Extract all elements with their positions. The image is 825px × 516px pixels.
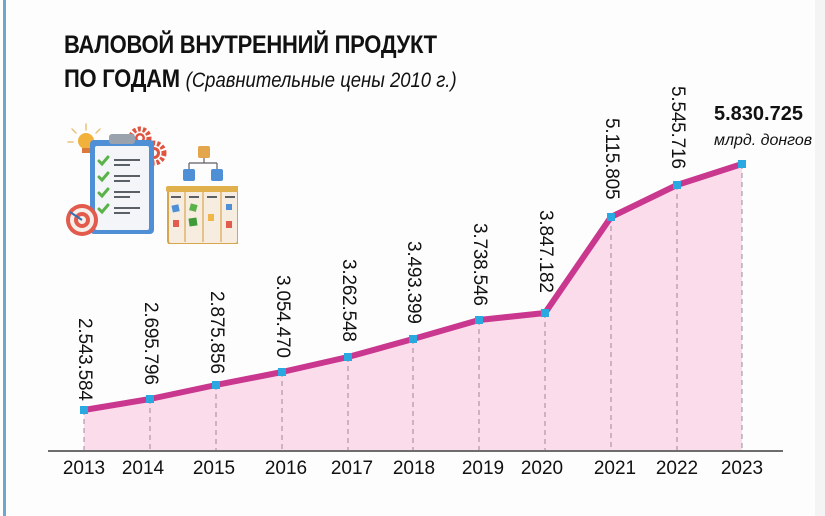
data-label-2018: 3.493.399 — [403, 241, 424, 324]
x-tick-2023: 2023 — [720, 458, 764, 479]
title-line-2: ПО ГОДАМ (Сравнительные цены 2010 г.) — [64, 62, 457, 98]
x-tick-2022: 2022 — [655, 458, 699, 479]
data-label-2022: 5.545.716 — [667, 86, 688, 169]
x-tick-2019: 2019 — [461, 458, 505, 479]
data-label-2017: 3.262.548 — [338, 259, 359, 342]
data-label-2013: 2.543.584 — [74, 318, 95, 401]
left-accent-rule — [3, 0, 6, 516]
drop-lines — [83, 164, 743, 451]
data-label-2020: 3.847.182 — [535, 210, 556, 293]
x-tick-2021: 2021 — [593, 458, 637, 479]
title-line-1: ВАЛОВОЙ ВНУТРЕННИЙ ПРОДУКТ — [64, 31, 437, 59]
data-label-2016: 3.054.470 — [272, 275, 293, 358]
data-label-2019: 3.738.546 — [469, 223, 490, 306]
x-tick-2017: 2017 — [330, 458, 374, 479]
business-planning-illustration-icon — [66, 123, 238, 244]
unit-label: млрд. донгов — [714, 132, 813, 149]
data-label-2021: 5.115.805 — [601, 118, 622, 200]
x-tick-2015: 2015 — [192, 458, 236, 479]
x-tick-2018: 2018 — [392, 458, 436, 479]
x-tick-2016: 2016 — [264, 458, 308, 479]
chart-subtitle: (Сравнительные цены 2010 г.) — [185, 69, 457, 92]
x-tick-2014: 2014 — [121, 458, 165, 479]
x-tick-2013: 2013 — [62, 458, 106, 479]
data-label-2014: 2.695.796 — [140, 302, 161, 385]
data-label-2015: 2.875.856 — [206, 291, 227, 374]
data-markers — [80, 160, 746, 414]
data-label-2023: 5.830.725 — [714, 103, 803, 125]
title-line-2-main: ПО ГОДАМ — [64, 65, 180, 93]
x-tick-2020: 2020 — [520, 458, 564, 479]
chart-title: ВАЛОВОЙ ВНУТРЕННИЙ ПРОДУКТ ПО ГОДАМ (Сра… — [64, 28, 457, 98]
right-edge-border — [815, 0, 825, 516]
